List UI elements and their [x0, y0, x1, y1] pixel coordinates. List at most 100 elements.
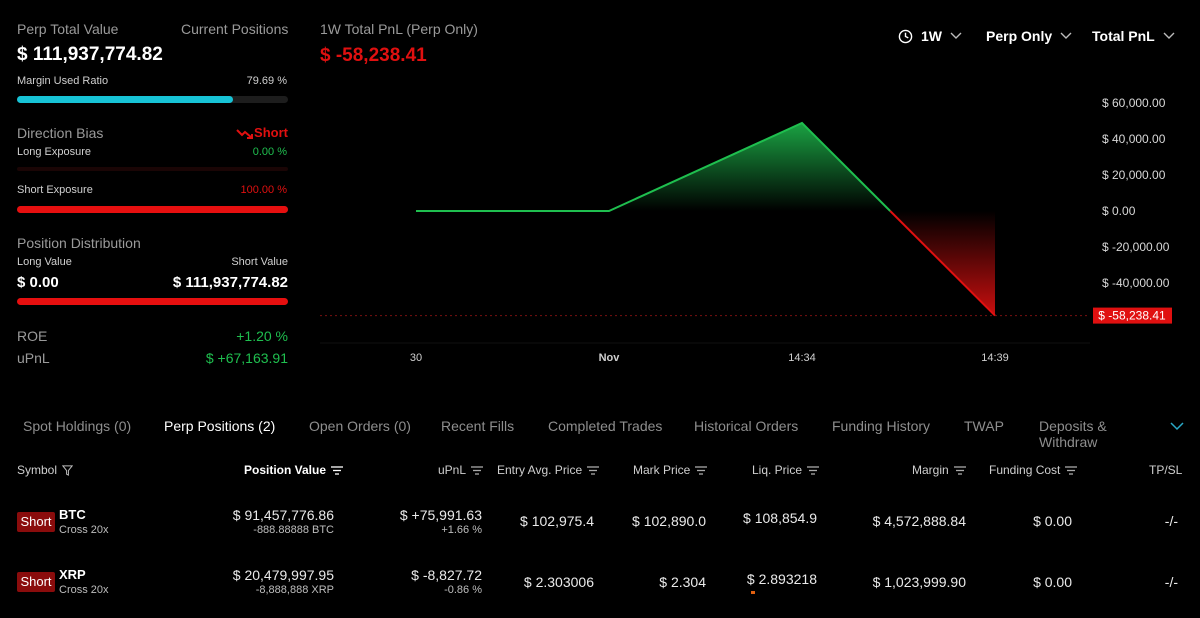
mark-price: $ 102,890.0 [632, 513, 706, 529]
upnl-value: $ +75,991.63 [399, 507, 482, 523]
short-value-label: Short Value [231, 256, 288, 268]
col-upnl-label: uPnL [438, 463, 467, 477]
metric-dropdown[interactable]: Total PnL [1092, 28, 1175, 44]
chevron-down-icon [950, 32, 962, 39]
position-value: $ 20,479,997.95 [232, 567, 334, 583]
pnl-line-positive [416, 121, 891, 212]
liq-price: $ 2.893218 [746, 571, 817, 587]
side-badge: Short [17, 572, 55, 592]
funding-cost: $ 0.00 [1033, 513, 1072, 529]
sort-icon[interactable] [471, 465, 484, 475]
col-upnl[interactable]: uPnL [438, 463, 484, 477]
x-tick-label: 14:34 [788, 352, 816, 364]
position-distribution-bar [17, 298, 288, 305]
upnl-value: $ -8,827.72 [411, 567, 482, 583]
tpsl-value[interactable]: -/- [1164, 574, 1178, 590]
col-position-value-label: Position Value [244, 463, 327, 477]
col-mark-price-label: Mark Price [633, 463, 691, 477]
position-value: $ 91,457,776.86 [232, 507, 334, 523]
upnl-value: $ +67,163.91 [205, 350, 288, 366]
position-distribution-label: Position Distribution [17, 235, 141, 251]
tab-recent-fills[interactable]: Recent Fills [441, 418, 515, 434]
sort-icon[interactable] [807, 465, 820, 475]
clock-icon [898, 29, 913, 43]
symbol-name[interactable]: BTC [59, 507, 86, 522]
y-tick-label: $ 20,000.00 [1102, 168, 1166, 182]
col-tpsl-label: TP/SL [1149, 463, 1183, 477]
perp-total-value: $ 111,937,774.82 [17, 44, 163, 65]
current-positions-link[interactable]: Current Positions [181, 21, 289, 37]
positive-area [609, 123, 891, 211]
tab-completed-trades[interactable]: Completed Trades [548, 418, 663, 434]
y-tick-label: $ 60,000.00 [1102, 96, 1166, 110]
scope-dropdown-label: Perp Only [986, 28, 1053, 44]
col-liq-price-label: Liq. Price [752, 463, 803, 477]
filter-icon[interactable] [62, 464, 74, 476]
tab-historical-orders[interactable]: Historical Orders [694, 418, 799, 434]
perp-total-label: Perp Total Value [17, 21, 119, 37]
last-value-tag [1093, 307, 1172, 324]
roe-value: +1.20 % [236, 328, 288, 344]
sort-icon[interactable] [1065, 465, 1078, 475]
x-tick-label: Nov [599, 352, 621, 364]
long-value-label: Long Value [17, 256, 72, 268]
upnl-percent: -0.86 % [444, 584, 482, 596]
last-value-label: $ -58,238.41 [1098, 309, 1166, 323]
x-tick-label: 30 [410, 352, 422, 364]
tab-spot-holdings[interactable]: Spot Holdings (0) [23, 418, 132, 434]
col-tpsl: TP/SL [1149, 463, 1182, 477]
pnl-chart: $ 60,000.00 $ 40,000.00 $ 20,000.00 $ 0.00 $… [320, 96, 1172, 364]
col-entry-price-label: Entry Avg. Price [497, 463, 583, 477]
range-dropdown[interactable]: 1W [898, 28, 962, 44]
short-exposure-value: 100.00 % [240, 184, 287, 196]
margin-mode: Cross 20x [59, 584, 109, 596]
margin-used-label: Margin Used Ratio [17, 75, 109, 87]
long-exposure-bar [17, 167, 288, 171]
direction-bias-value: Short [230, 125, 288, 140]
tpsl-value[interactable]: -/- [1164, 513, 1178, 529]
sort-icon[interactable] [587, 465, 600, 475]
roe-label: ROE [17, 328, 48, 344]
col-symbol[interactable]: Symbol [17, 463, 74, 477]
margin-used-bar-fill [17, 96, 233, 103]
long-exposure-value: 0.00 % [252, 146, 287, 158]
funding-cost: $ 0.00 [1033, 574, 1072, 590]
sort-icon[interactable] [331, 465, 344, 475]
tab-funding-history[interactable]: Funding History [832, 418, 931, 434]
tab-perp-positions[interactable]: Perp Positions (2) [164, 418, 276, 434]
entry-price: $ 102,975.4 [520, 513, 594, 529]
short-value: $ 111,937,774.82 [172, 274, 288, 291]
upnl-percent: +1.66 % [441, 524, 482, 536]
margin-value: $ 4,572,888.84 [872, 513, 966, 529]
tabs-more-chevron-icon[interactable] [1170, 422, 1184, 431]
short-exposure-label: Short Exposure [17, 184, 93, 196]
long-exposure-label: Long Exposure [17, 146, 91, 158]
metric-dropdown-label: Total PnL [1092, 28, 1155, 44]
direction-bias-text: Short [254, 125, 288, 140]
tab-open-orders[interactable]: Open Orders (0) [309, 418, 411, 434]
sort-icon[interactable] [953, 465, 966, 475]
col-funding-cost[interactable]: Funding Cost [989, 463, 1078, 477]
mark-price: $ 2.304 [659, 574, 706, 590]
direction-bias-label: Direction Bias [17, 125, 104, 141]
margin-used-bar [17, 96, 288, 103]
col-mark-price[interactable]: Mark Price [633, 463, 708, 477]
col-position-value[interactable]: Position Value [244, 463, 344, 477]
col-margin[interactable]: Margin [912, 463, 966, 477]
chevron-down-icon [1163, 32, 1175, 39]
col-liq-price[interactable]: Liq. Price [752, 463, 820, 477]
symbol-name[interactable]: XRP [59, 567, 86, 582]
margin-mode: Cross 20x [59, 524, 109, 536]
liq-warning-marker [751, 591, 755, 594]
margin-used-value: 79.69 % [246, 75, 287, 87]
col-entry-price[interactable]: Entry Avg. Price [497, 463, 600, 477]
tab-deposits-withdraw[interactable]: Deposits & Withdraw [1039, 418, 1107, 450]
chevron-down-icon [1060, 32, 1072, 39]
col-margin-label: Margin [912, 463, 949, 477]
tab-twap[interactable]: TWAP [964, 418, 1004, 434]
position-size: -8,888,888 XRP [255, 584, 334, 596]
position-size: -888.88888 BTC [253, 524, 334, 536]
pnl-title: 1W Total PnL (Perp Only) [320, 21, 478, 37]
scope-dropdown[interactable]: Perp Only [986, 28, 1072, 44]
sort-icon[interactable] [695, 465, 708, 475]
